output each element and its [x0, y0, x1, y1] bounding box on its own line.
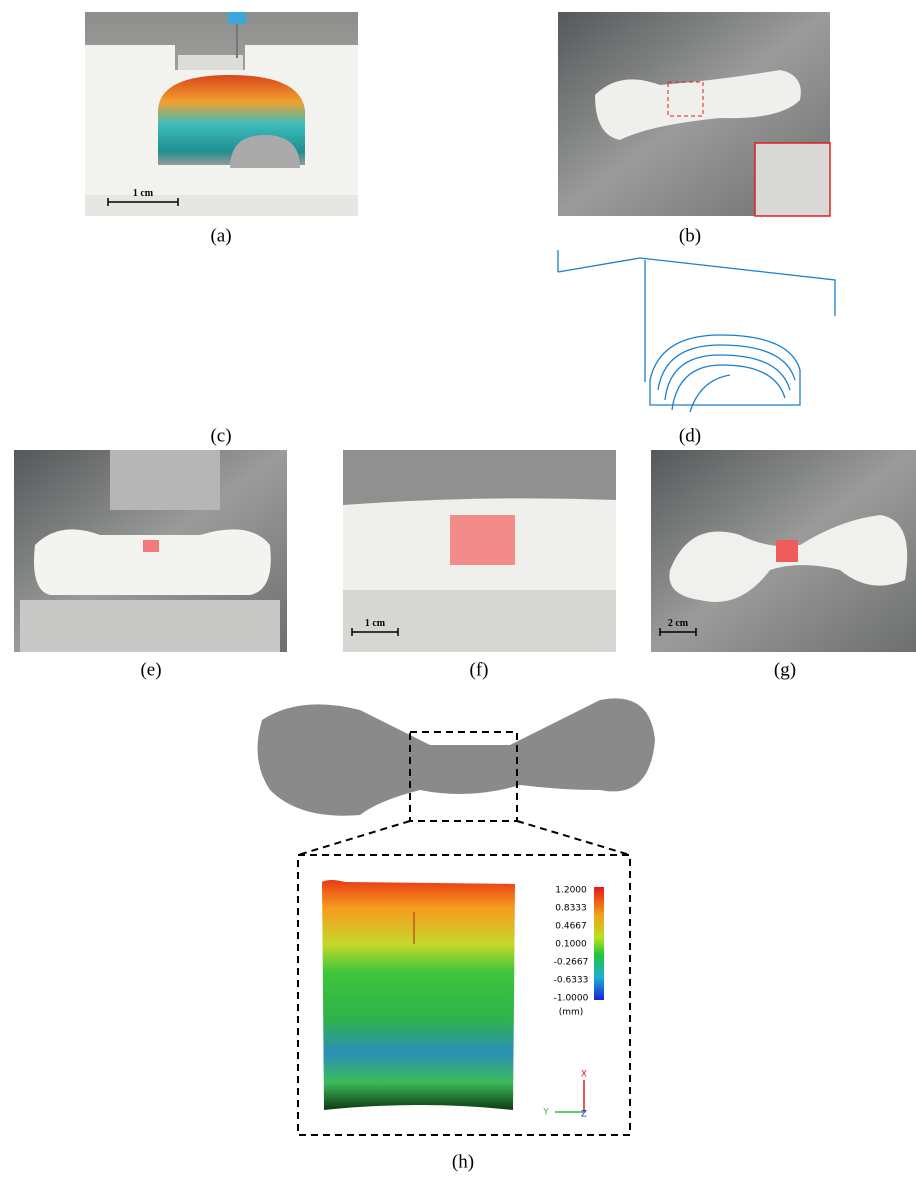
axis-label: X	[581, 1070, 587, 1080]
panel-label: (e)	[140, 659, 161, 680]
figure: 1 cm (a) (b) (c) (d) (e) 1 cm (f) 2 cm (…	[0, 0, 916, 1178]
bone-model: X Y Z (mm)	[258, 698, 656, 1135]
colorbar-unit: (mm)	[559, 1008, 584, 1018]
colorbar-tick-label: 0.4667	[555, 922, 587, 932]
toolpath	[558, 250, 835, 412]
axis-label: Z	[581, 1110, 587, 1120]
colorbar-tick-label: 1.2000	[555, 886, 587, 896]
colorbar-tick-label: 0.1000	[555, 940, 587, 950]
scale-bar-label: 1 cm	[365, 618, 386, 629]
photo-f: 1 cm	[343, 450, 616, 652]
panel-label: (b)	[679, 225, 701, 246]
photo-b	[558, 12, 830, 216]
axis-label: Y	[542, 1108, 549, 1118]
colorbar-tick-label: 0.8333	[555, 904, 587, 914]
panel-label: (a)	[210, 225, 231, 246]
scale-bar-label: 2 cm	[668, 618, 689, 629]
colorbar-tick-label: -0.6333	[554, 976, 589, 986]
colorbar-ticks: 1.2000 0.8333 0.4667 0.1000 -0.2667 -0.6333 -1…	[554, 886, 589, 1004]
photo-e	[14, 450, 287, 652]
colorbar-tick-label: -0.2667	[554, 958, 589, 968]
panel-label: (h)	[452, 1151, 474, 1172]
panel-label: (f)	[470, 659, 489, 680]
scale-bar-label: 1 cm	[133, 188, 154, 199]
panel-label: (d)	[679, 425, 701, 446]
panel-label: (c)	[210, 425, 231, 446]
panel-label: (g)	[774, 659, 796, 680]
colorbar-tick-label: -1.0000	[554, 994, 589, 1004]
photo-g: 2 cm	[651, 450, 916, 652]
